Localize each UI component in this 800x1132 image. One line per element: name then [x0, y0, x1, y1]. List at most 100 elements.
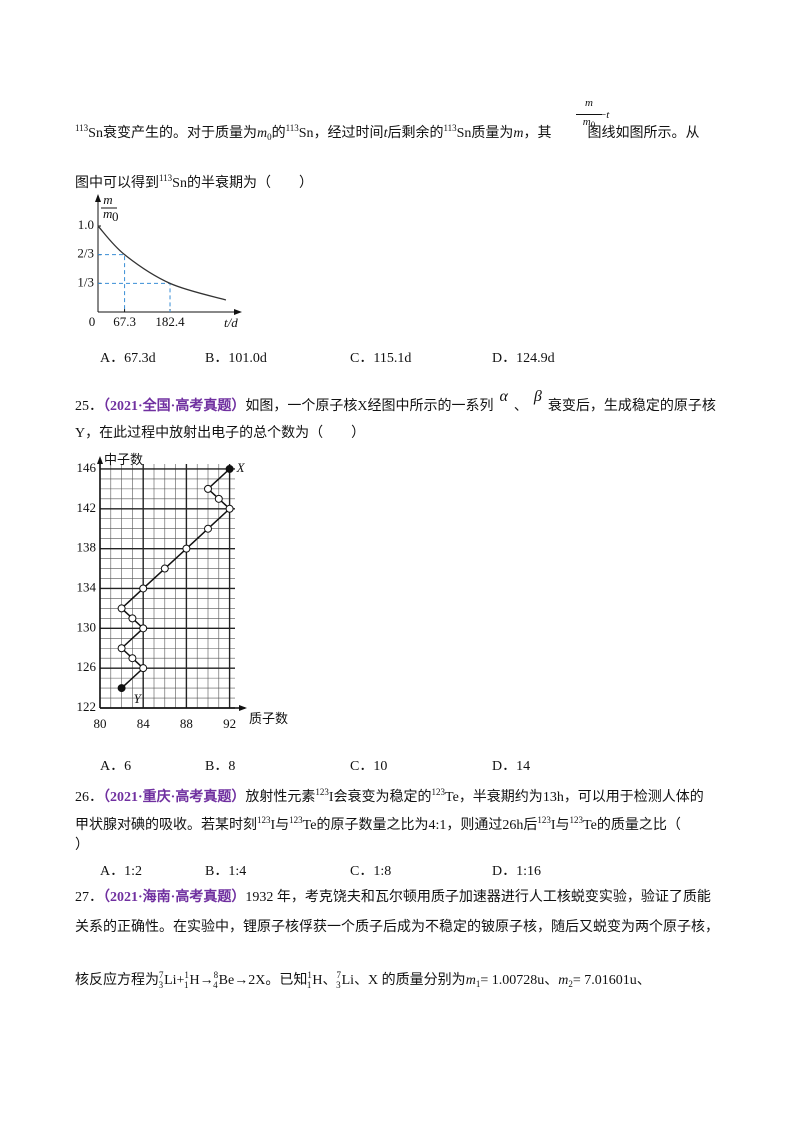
option: C．10 [350, 755, 387, 775]
y-tick-label: 2/3 [77, 246, 94, 261]
y-axis-arrow [97, 455, 103, 464]
text-run: 123 [431, 787, 446, 797]
text-run: 后剩余的 [387, 126, 444, 141]
text-run: ，其 [523, 126, 552, 141]
text-run: 14 [516, 759, 531, 774]
text: ） [75, 838, 89, 853]
text-run: X [357, 399, 368, 414]
nuclide-point [117, 644, 126, 653]
text-run: D． [492, 759, 517, 774]
text-run: H [189, 973, 200, 988]
text-run: m [513, 126, 524, 141]
text-run: 后 [523, 818, 538, 833]
text-run: 与 [555, 818, 570, 833]
y-tick-label: 138 [77, 540, 97, 555]
y-tick-label: 1/3 [77, 274, 94, 289]
text-run: 4 [213, 980, 218, 990]
y-tick-label: 134 [77, 579, 97, 594]
option: C．1:8 [350, 860, 391, 880]
text-run: A． [100, 759, 125, 774]
text-run: B． [205, 864, 229, 879]
text-run: m [465, 973, 476, 988]
text: m [585, 97, 593, 109]
text-run: 67.3d [124, 351, 156, 366]
option: D．14 [492, 755, 530, 775]
option: B．8 [205, 755, 235, 775]
text-run: Te [302, 818, 317, 833]
text-run: = 7.01601u [572, 973, 637, 988]
text-run: Sn [88, 126, 103, 141]
text-run: Li [164, 973, 177, 988]
text-line: ） [75, 836, 89, 856]
text-run: 的 [271, 126, 286, 141]
option: A．67.3d [100, 347, 156, 367]
text-run: 放射性元素 [245, 790, 316, 805]
text-run: 、 [513, 399, 528, 414]
y-label: m [103, 192, 112, 207]
q-number: 26． [75, 790, 103, 805]
text-run: 1:4 [228, 864, 247, 879]
nuclide-point [204, 484, 212, 493]
nuclide-point [225, 504, 234, 513]
option: A．6 [100, 755, 131, 775]
nuclide-point [117, 684, 126, 693]
text-run: Be [218, 973, 235, 988]
text-run: 123 [257, 815, 271, 825]
text-run: Te [583, 818, 597, 833]
text-run: 7 [159, 970, 164, 980]
text-run: 1:2 [124, 864, 143, 879]
text-run: 1 [183, 980, 189, 990]
text-run: 6 [124, 759, 132, 774]
q-number: 27． [75, 890, 103, 905]
point-label: X [236, 460, 246, 475]
text-line: 核反应方程为73Li+11H→84Be→2X。已知11H、73Li、X 的质量分… [75, 965, 651, 995]
nuclide-point [139, 664, 148, 673]
text-run: Sn [172, 176, 187, 191]
text: 0 [590, 120, 596, 130]
text-run: 8 [213, 970, 219, 980]
text-run: 经图中所示的一系列 [367, 399, 494, 414]
text-run: ，可以用于检测人体的 [563, 790, 704, 805]
text-run: I [328, 790, 334, 805]
text-run: 衰变产生的。对于质量为 [102, 126, 257, 141]
text-run: β [533, 388, 542, 405]
text-run: B． [205, 759, 229, 774]
text-line: 27．（2021·海南·高考真题）1932 年，考克饶夫和瓦尔顿用质子加速器进行… [75, 888, 711, 908]
text-run: 10 [373, 759, 388, 774]
y-tick-label: 130 [77, 619, 97, 634]
text-run: 113 [443, 123, 457, 133]
text: − [600, 109, 607, 121]
text-run: 甲状腺对碘的吸收。若某时刻 [75, 818, 257, 833]
text-run: m [256, 126, 268, 141]
option: D．1:16 [492, 860, 541, 880]
x-tick-label: 67.3 [113, 314, 136, 329]
x-tick-label: 182.4 [155, 314, 185, 329]
text-run: 的半衰期为（ ） [186, 176, 313, 191]
text-run: 123 [537, 815, 551, 825]
text-run: 8 [228, 759, 236, 774]
text-run: ，则通过 [446, 818, 503, 833]
y-label: m [103, 206, 112, 221]
text-run: 1:16 [516, 864, 542, 879]
text-run: = 1.00728u [480, 973, 545, 988]
x-tick-label: 80 [94, 716, 107, 731]
text-line: 25．（2021·全国·高考真题）如图，一个原子核X经图中所示的一系列 α 、 β 衰变… [75, 387, 716, 417]
text: 关系的正确性。在实验中，锂原子核俘获一个质子后成为不稳定的铍原子核，随后又蜕变为… [75, 920, 719, 935]
text-run: → [234, 973, 249, 988]
text-run: t [383, 126, 388, 141]
text-run: 123 [289, 815, 303, 825]
text-run: 3 [336, 980, 341, 990]
text-run: I [270, 818, 276, 833]
y-axis-arrow [95, 194, 101, 202]
text-run: Li [341, 973, 355, 988]
nuclide-point [117, 604, 126, 613]
x-tick-label: 92 [223, 716, 236, 731]
text-run: 、 [544, 973, 559, 988]
text: t [606, 109, 610, 121]
text-run: 、 [636, 973, 651, 988]
y-label: 0 [112, 209, 119, 224]
y-tick-label: 1.0 [78, 217, 94, 232]
text-run: 1 [184, 970, 189, 980]
